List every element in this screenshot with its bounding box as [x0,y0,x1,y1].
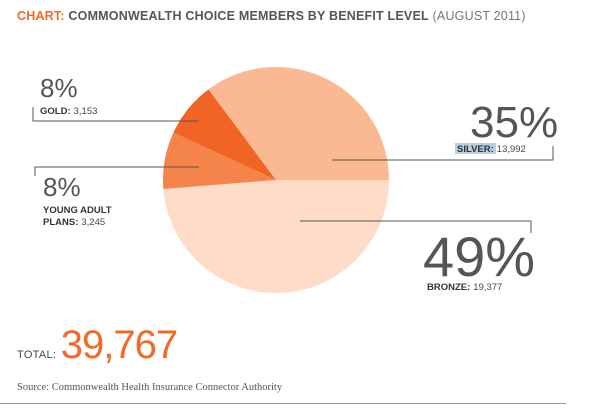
gold-percent: 8% [40,73,78,103]
pie-slice-bronze [163,180,389,294]
gold-count: 3,153 [74,106,98,117]
young-name: PLANS: [43,217,78,228]
leader-line-gold [32,107,199,122]
young-percent: 8% [43,172,81,202]
chart-title-main: COMMONWEALTH CHOICE MEMBERS BY BENEFIT L… [68,9,429,23]
silver-label-highlight [455,143,496,154]
source-note: Source: Commonwealth Health Insurance Co… [17,382,283,393]
pie-slice-young-adult-plans [162,132,276,190]
pie-slice-silver [208,66,389,180]
pie-slices [162,66,389,294]
leader-line-young [34,166,199,176]
total-value: 39,767 [60,323,178,367]
chart-title-subtitle: (AUGUST 2011) [432,9,526,23]
leader-lines [32,107,554,233]
silver-count: 13,992 [497,144,526,155]
young-count: 3,245 [81,217,105,228]
total: TOTAL: 39,767 [17,323,178,368]
chart-title: CHART: COMMONWEALTH CHOICE MEMBERS BY BE… [17,9,526,23]
bronze-name: BRONZE: [427,282,470,293]
bronze-count: 19,377 [473,282,502,293]
bottom-rule [0,403,566,404]
leader-line-silver [332,146,554,161]
chart-title-prefix: CHART: [17,9,65,23]
young-label-line2: PLANS: 3,245 [43,217,105,228]
gold-label: GOLD: 3,153 [40,106,97,117]
silver-percent: 35% [470,98,558,147]
bronze-label: BRONZE: 19,377 [427,282,502,293]
pie-chart: 8% GOLD: 3,153 8% YOUNG ADULT PLANS: 3,245… [32,66,558,294]
total-label: TOTAL: [17,349,57,361]
leader-line-bronze [300,220,532,233]
silver-label: SILVER: 13,992 [457,144,526,155]
pie-slice-gold [173,89,276,180]
bronze-percent: 49% [423,225,535,288]
gold-name: GOLD: [40,106,71,117]
silver-name: SILVER: [457,144,494,155]
young-label-line1: YOUNG ADULT [43,205,112,216]
